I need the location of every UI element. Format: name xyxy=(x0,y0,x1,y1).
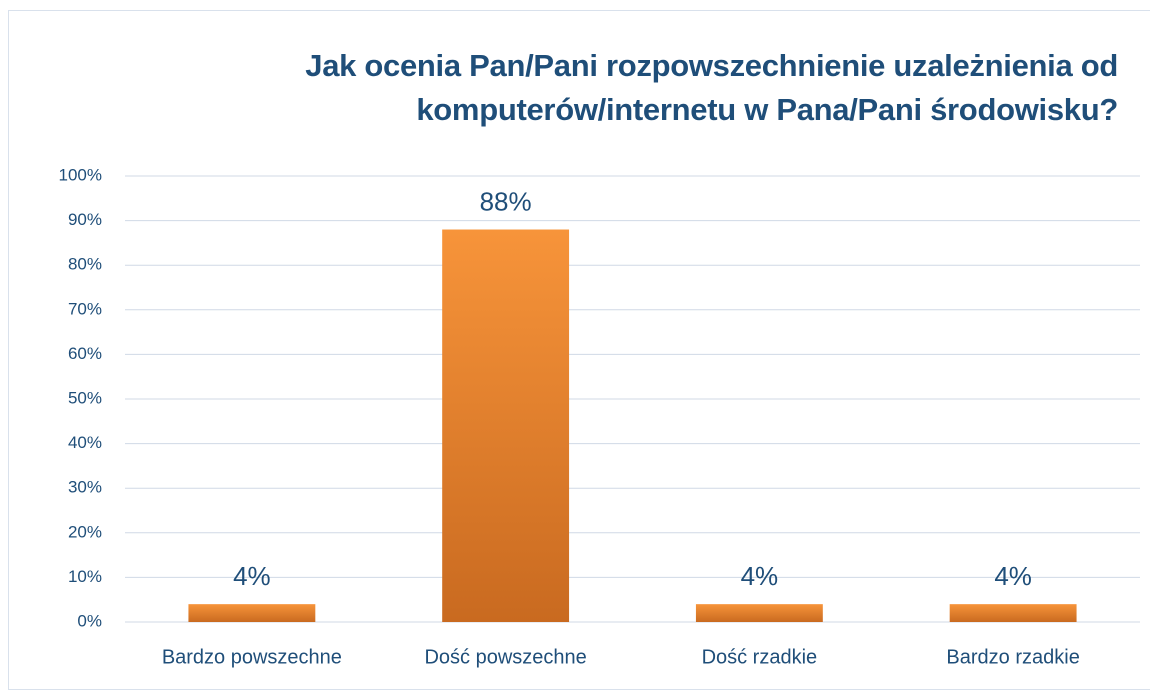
y-tick-label: 0% xyxy=(77,611,102,630)
y-tick-label: 50% xyxy=(68,388,102,407)
value-label: 4% xyxy=(233,561,271,591)
y-tick-label: 80% xyxy=(68,255,102,274)
x-tick-label: Bardzo rzadkie xyxy=(946,646,1079,668)
bar xyxy=(949,604,1077,622)
y-tick-label: 20% xyxy=(68,522,102,541)
y-tick-label: 60% xyxy=(68,344,102,363)
chart: 0% 10% 20% 30% 40% 50% 60% 70% 80% 90% 100% Bardzo … xyxy=(59,165,1140,668)
bar xyxy=(188,604,316,622)
y-tick-label: 70% xyxy=(68,299,102,318)
y-tick-label: 10% xyxy=(68,567,102,586)
y-tick-label: 30% xyxy=(68,478,102,497)
value-label: 88% xyxy=(480,186,532,216)
page: {"chart_data": {"type": "bar", "title": … xyxy=(8,10,1150,690)
bar xyxy=(695,604,823,622)
x-tick-label: Bardzo powszechne xyxy=(162,646,342,668)
y-tick-label: 40% xyxy=(68,433,102,452)
value-label: 4% xyxy=(994,561,1032,591)
bar xyxy=(442,229,570,622)
y-tick-label: 90% xyxy=(68,210,102,229)
value-label: 4% xyxy=(741,561,779,591)
chart-title: Jak ocenia Pan/Pani rozpowszechnienie uz… xyxy=(305,48,1118,127)
x-tick-label: Dość powszechne xyxy=(424,646,586,668)
x-tick-label: Dość rzadkie xyxy=(702,646,818,668)
y-tick-label: 100% xyxy=(59,165,102,184)
